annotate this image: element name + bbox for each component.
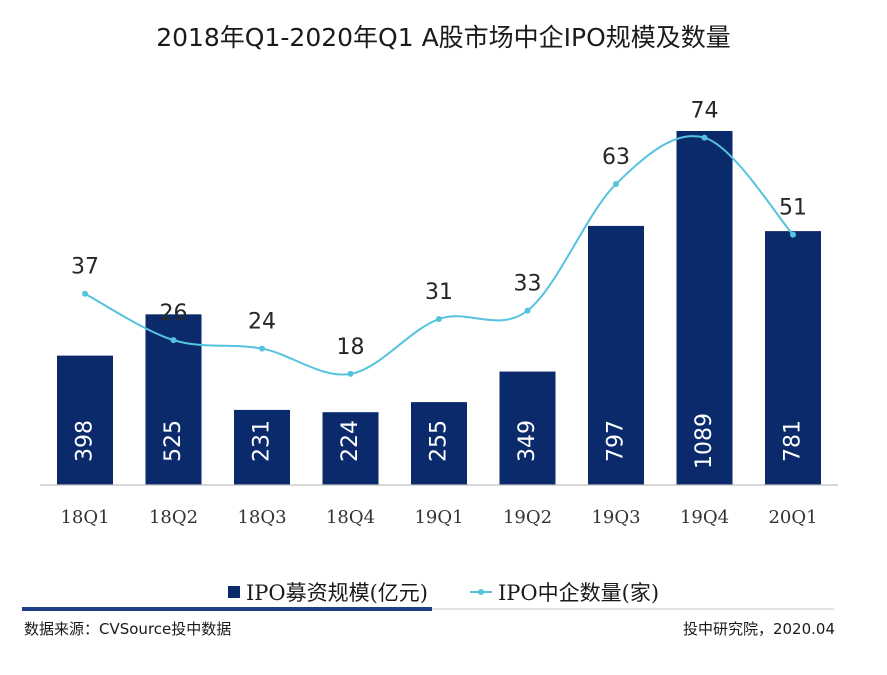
legend: IPO募资规模(亿元) IPO中企数量(家) xyxy=(0,577,887,607)
bar-18Q4 xyxy=(322,412,379,485)
bar-value-label-20Q1: 781 xyxy=(781,420,806,462)
footer-source: 数据来源：CVSource投中数据 xyxy=(24,620,232,638)
count-label-18Q3: 24 xyxy=(248,310,276,335)
x-tick-label-18Q2: 18Q2 xyxy=(149,507,198,528)
count-points-layer xyxy=(82,134,796,377)
x-tick-label-20Q1: 20Q1 xyxy=(768,507,817,528)
bar-value-label-18Q3: 231 xyxy=(250,420,275,462)
bars-layer xyxy=(57,131,821,485)
legend-bar-label: IPO募资规模(亿元) xyxy=(245,581,428,605)
bar-19Q1 xyxy=(411,402,467,485)
bar-value-label-18Q4: 224 xyxy=(338,420,363,462)
x-tick-labels: 18Q1 18Q2 18Q3 18Q4 19Q1 19Q2 19Q3 19Q4 20Q1 xyxy=(60,507,817,528)
count-label-19Q3: 63 xyxy=(602,145,630,170)
legend-line-swatch xyxy=(470,586,492,598)
count-point-18Q4 xyxy=(347,370,354,377)
count-point-19Q3 xyxy=(613,181,619,188)
legend-item-line: IPO中企数量(家) xyxy=(470,577,659,607)
legend-bar-swatch xyxy=(227,586,240,598)
bar-18Q3 xyxy=(234,409,290,485)
bar-20Q1 xyxy=(765,231,821,485)
count-series-line xyxy=(84,135,794,376)
x-tick-label-19Q4: 19Q4 xyxy=(680,507,729,528)
count-label-19Q1: 31 xyxy=(425,280,453,305)
bar-19Q4 xyxy=(676,131,733,485)
bar-value-label-18Q1: 398 xyxy=(73,420,98,462)
count-point-18Q1 xyxy=(82,290,88,297)
bar-value-label-19Q2: 349 xyxy=(515,420,540,462)
count-labels-layer: 37 26 24 18 31 33 63 74 51 xyxy=(71,99,807,360)
x-tick-label-18Q4: 18Q4 xyxy=(326,507,375,528)
bar-value-label-19Q1: 255 xyxy=(427,420,452,462)
legend-line-label: IPO中企数量(家) xyxy=(498,581,660,605)
count-label-20Q1: 51 xyxy=(779,196,807,221)
count-label-19Q4: 74 xyxy=(691,99,719,124)
bar-value-label-19Q3: 797 xyxy=(604,420,629,462)
bar-19Q2 xyxy=(499,371,556,485)
count-label-18Q4: 18 xyxy=(337,335,365,360)
count-point-18Q3 xyxy=(259,345,265,352)
x-tick-label-19Q1: 19Q1 xyxy=(414,507,463,528)
bar-18Q1 xyxy=(57,355,113,485)
count-label-19Q2: 33 xyxy=(514,272,542,297)
count-point-19Q1 xyxy=(436,316,442,323)
count-point-20Q1 xyxy=(790,231,796,238)
count-label-18Q2: 26 xyxy=(160,301,188,326)
legend-item-bar: IPO募资规模(亿元) xyxy=(227,577,428,607)
count-point-18Q2 xyxy=(170,337,177,344)
bar-labels-layer: 398 525 231 224 255 349 797 1089 781 xyxy=(73,413,806,469)
footer-divider-accent xyxy=(22,607,432,611)
x-tick-label-19Q2: 19Q2 xyxy=(503,507,552,528)
x-tick-label-18Q1: 18Q1 xyxy=(60,507,109,528)
count-point-19Q2 xyxy=(524,307,531,314)
footer-credit: 投中研究院，2020.04 xyxy=(682,620,835,638)
x-tick-label-19Q3: 19Q3 xyxy=(591,507,640,528)
bar-value-label-18Q2: 525 xyxy=(161,420,186,462)
count-label-18Q1: 37 xyxy=(71,255,99,280)
bar-19Q3 xyxy=(588,225,644,485)
x-tick-label-18Q3: 18Q3 xyxy=(237,507,286,528)
bar-value-label-19Q4: 1089 xyxy=(692,413,717,469)
count-point-19Q4 xyxy=(701,134,708,141)
chart-title: 2018年Q1-2020年Q1 A股市场中企IPO规模及数量 xyxy=(156,23,731,52)
